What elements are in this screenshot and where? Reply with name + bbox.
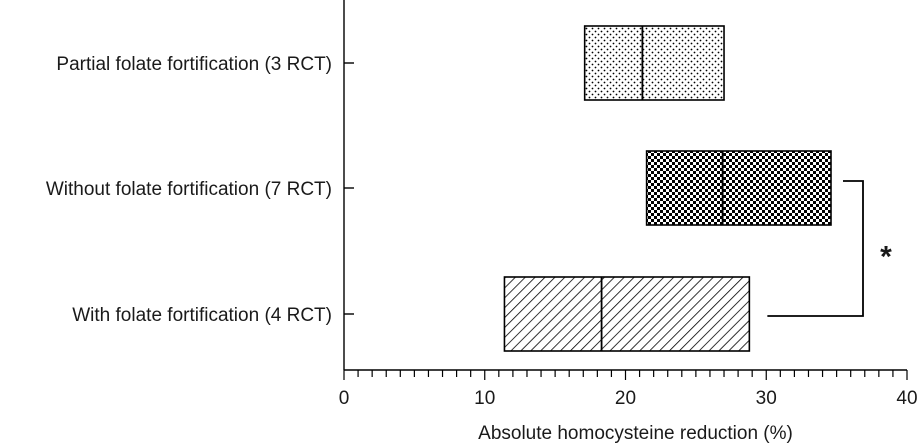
significance-asterisk: * — [880, 241, 892, 274]
significance-bracket — [767, 180, 864, 317]
category-label: Partial folate fortification (3 RCT) — [56, 54, 332, 75]
box-diagonal — [503, 276, 751, 352]
x-tick-label: 40 — [896, 388, 917, 409]
x-axis-title: Absolute homocysteine reduction (%) — [478, 423, 793, 444]
chart-marks: 0 10 20 30 40 Absolute homocysteine reduction… — [46, 0, 918, 444]
x-tick-label: 20 — [615, 388, 636, 409]
x-tick-label: 30 — [756, 388, 777, 409]
box-checker — [645, 150, 832, 226]
box-dots — [583, 25, 725, 101]
category-label: Without folate fortification (7 RCT) — [46, 179, 332, 200]
x-tick-label: 0 — [339, 388, 350, 409]
category-label: With folate fortification (4 RCT) — [72, 305, 332, 326]
x-tick-label: 10 — [474, 388, 495, 409]
